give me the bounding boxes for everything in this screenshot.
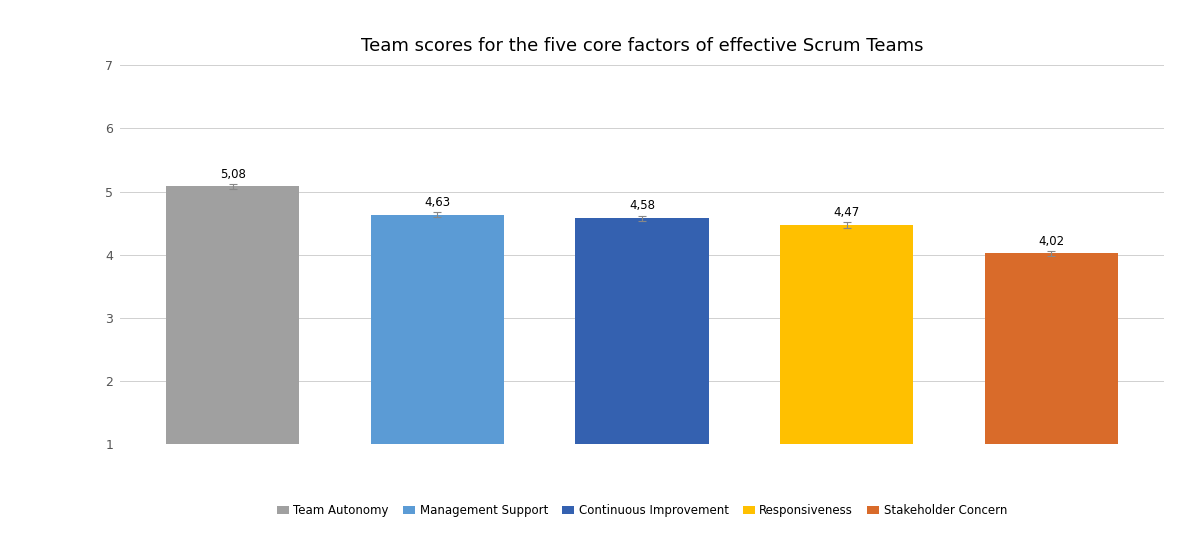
Text: 5,08: 5,08: [220, 168, 246, 181]
Bar: [780, 225, 913, 444]
Bar: [166, 186, 299, 444]
Text: 4,58: 4,58: [629, 199, 655, 212]
Text: 4,47: 4,47: [834, 207, 860, 220]
Bar: [985, 254, 1118, 444]
Bar: [576, 218, 708, 444]
Legend: Team Autonomy, Management Support, Continuous Improvement, Responsiveness, Stake: Team Autonomy, Management Support, Conti…: [272, 500, 1012, 522]
Title: Team scores for the five core factors of effective Scrum Teams: Team scores for the five core factors of…: [361, 37, 923, 55]
Text: 4,63: 4,63: [425, 196, 450, 209]
Bar: [371, 215, 504, 444]
Text: 4,02: 4,02: [1038, 235, 1064, 248]
